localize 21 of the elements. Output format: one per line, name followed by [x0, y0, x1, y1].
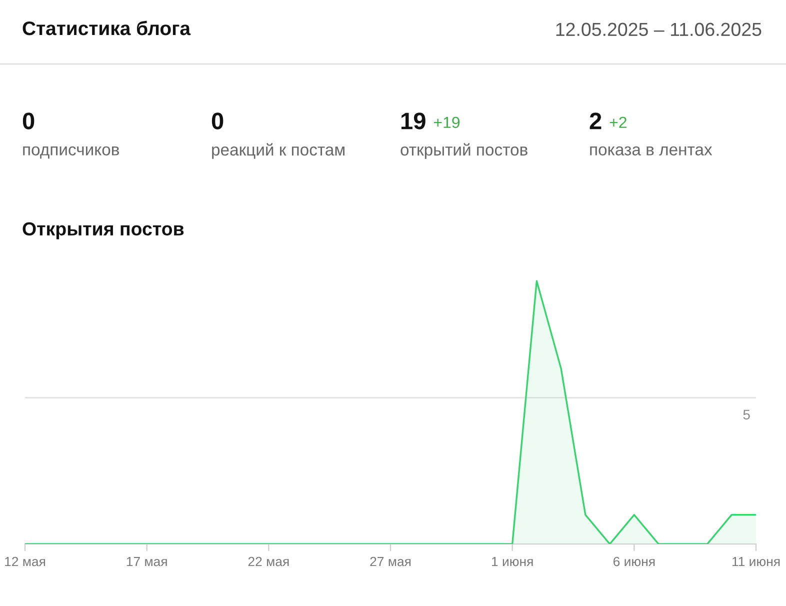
x-tick-label: 11 июня: [732, 556, 780, 566]
category-label: открытий постов: [400, 143, 528, 159]
x-tick-label: 1 июня: [492, 556, 533, 566]
text: Статистика блога: [22, 20, 191, 36]
text: +2: [610, 116, 626, 128]
data-label: 19: [401, 112, 426, 130]
text: +19: [434, 116, 460, 128]
data-label: 0: [212, 112, 224, 130]
x-tick-label: 17 мая: [126, 556, 167, 566]
category-label: показа в лентах: [590, 146, 712, 156]
data-label: 2: [590, 112, 602, 130]
x-tick-label: 6 июня: [613, 556, 655, 566]
text: 12.05.2025 – 11.06.2025: [556, 22, 762, 36]
x-tick-label: 22 мая: [248, 556, 289, 566]
x-tick-label: 12 мая: [5, 556, 46, 566]
category-label: подписчиков: [23, 146, 119, 159]
x-tick-label: 27 мая: [370, 556, 411, 566]
data-label: 0: [22, 112, 34, 130]
chart-title: Открытия постов: [22, 222, 184, 240]
category-label: реакций к постам: [212, 143, 344, 159]
annotation: 5: [743, 410, 750, 420]
